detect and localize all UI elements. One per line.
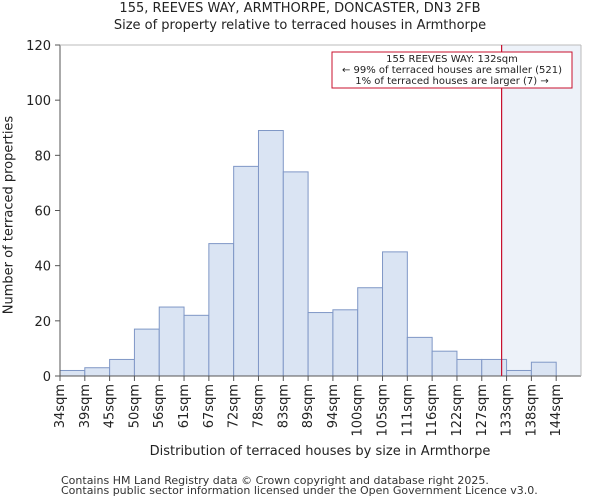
histogram-bar — [506, 369, 532, 377]
x-axis-label: Distribution of terraced houses by size … — [149, 444, 491, 459]
x-tick-label: 78sqm — [251, 384, 266, 428]
x-tick-label: 39sqm — [78, 384, 93, 428]
histogram-bar — [406, 336, 433, 377]
histogram-bar — [233, 165, 259, 377]
histogram-bar — [109, 358, 135, 377]
chart-subtitle: Size of property relative to terraced ho… — [113, 18, 487, 33]
y-tick-label: 0 — [43, 370, 51, 385]
histogram-bar — [183, 314, 210, 377]
histogram-bar — [307, 312, 334, 377]
histogram-bar — [59, 369, 86, 377]
x-tick-label: 116sqm — [425, 384, 440, 437]
x-tick-label: 56sqm — [152, 384, 167, 428]
x-tick-label: 127sqm — [475, 384, 490, 437]
histogram-bar — [431, 350, 458, 377]
y-tick-label: 40 — [34, 260, 51, 275]
x-tick-label: 89sqm — [301, 384, 316, 428]
x-tick-label: 72sqm — [227, 384, 242, 428]
x-tick-label: 122sqm — [450, 384, 465, 437]
y-tick-label: 60 — [34, 205, 51, 220]
footer-line-2: Contains public sector information licen… — [61, 484, 538, 497]
histogram-bar — [332, 309, 359, 377]
histogram-bar — [456, 358, 483, 377]
histogram-bar — [158, 306, 185, 377]
larger-region-shade — [501, 45, 581, 376]
histogram-bar — [282, 171, 309, 377]
chart-title: 155, REEVES WAY, ARMTHORPE, DONCASTER, D… — [119, 1, 481, 16]
histogram-bar — [382, 251, 408, 377]
x-tick-label: 50sqm — [127, 384, 142, 428]
x-tick-label: 61sqm — [177, 384, 192, 428]
y-tick-label: 80 — [34, 149, 51, 164]
histogram-bar — [357, 287, 384, 377]
annotation-box: 155 REEVES WAY: 132sqm ← 99% of terraced… — [331, 51, 573, 89]
y-tick-label: 100 — [26, 94, 51, 109]
annotation-line-2: ← 99% of terraced houses are smaller (52… — [342, 65, 562, 76]
histogram-bar — [257, 130, 284, 377]
x-tick-label: 67sqm — [202, 384, 217, 428]
x-tick-label: 138sqm — [524, 384, 539, 437]
histogram-bar — [481, 358, 508, 377]
y-tick-label: 120 — [26, 39, 51, 54]
x-tick-label: 83sqm — [276, 384, 291, 428]
x-tick-label: 34sqm — [53, 384, 68, 428]
histogram-bar — [84, 367, 111, 377]
x-tick-label: 100sqm — [351, 384, 366, 437]
y-tick-label: 20 — [34, 315, 51, 330]
x-tick-label: 105sqm — [376, 384, 391, 437]
x-tick-label: 144sqm — [549, 384, 564, 437]
histogram-bar — [133, 328, 160, 377]
histogram-bar — [530, 361, 557, 377]
annotation-line-3: 1% of terraced houses are larger (7) → — [355, 76, 549, 87]
annotation-line-1: 155 REEVES WAY: 132sqm — [386, 54, 518, 65]
footer-line-1: Contains HM Land Registry data © Crown c… — [61, 474, 489, 487]
x-tick-label: 45sqm — [103, 384, 118, 428]
x-tick-label: 111sqm — [400, 384, 415, 437]
x-tick-label: 94sqm — [326, 384, 341, 428]
histogram-bar — [208, 243, 235, 377]
x-tick-label: 133sqm — [500, 384, 515, 437]
annotation-frame — [331, 51, 573, 89]
